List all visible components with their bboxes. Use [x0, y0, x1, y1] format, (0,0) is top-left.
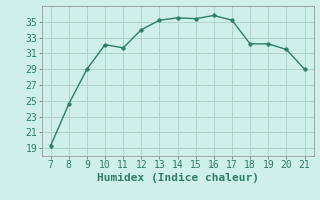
X-axis label: Humidex (Indice chaleur): Humidex (Indice chaleur): [97, 173, 259, 183]
